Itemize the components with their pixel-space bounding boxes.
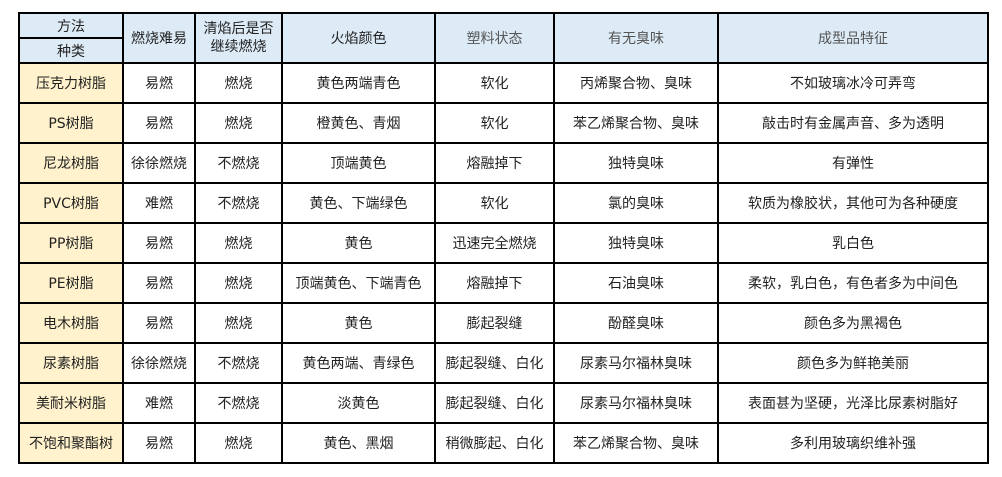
cell-continues-burning: 燃烧 <box>194 102 283 144</box>
header-col-0: 燃烧难易 <box>122 12 196 64</box>
cell-odor: 苯乙烯聚合物、臭味 <box>553 422 719 464</box>
cell-burn-ease: 难燃 <box>122 182 196 224</box>
cell-kind: PP树脂 <box>18 222 124 264</box>
cell-burn-ease: 易燃 <box>122 222 196 264</box>
cell-kind: 不饱和聚酯树 <box>18 422 124 464</box>
cell-flame-color: 顶端黄色 <box>281 142 436 184</box>
cell-odor: 尿素马尔福林臭味 <box>553 382 719 424</box>
cell-flame-color: 黄色两端、青绿色 <box>281 342 436 384</box>
cell-flame-color: 黄色 <box>281 222 436 264</box>
cell-plastic-state: 膨起裂缝 <box>434 302 555 344</box>
cell-flame-color: 黄色 <box>281 302 436 344</box>
header-col-4: 有无臭味 <box>553 12 719 64</box>
cell-kind: 压克力树脂 <box>18 62 124 104</box>
cell-kind: PS树脂 <box>18 102 124 144</box>
cell-plastic-state: 熔融掉下 <box>434 142 555 184</box>
cell-continues-burning: 不燃烧 <box>194 382 283 424</box>
cell-continues-burning: 燃烧 <box>194 222 283 264</box>
table-row: 尿素树脂 徐徐燃烧 不燃烧 黄色两端、青绿色 膨起裂缝、白化 尿素马尔福林臭味 颜色多为鲜艳… <box>18 342 989 384</box>
cell-plastic-state: 膨起裂缝、白化 <box>434 342 555 384</box>
table-row: PE树脂 易燃 燃烧 顶端黄色、下端青色 熔融掉下 石油臭味 柔软，乳白色，有色者多为中间色 <box>18 262 989 304</box>
header-method: 方法 <box>18 12 124 39</box>
cell-product-feature: 多利用玻璃织维补强 <box>717 422 989 464</box>
cell-continues-burning: 不燃烧 <box>194 182 283 224</box>
header-row: 方法 燃烧难易 清焰后是否继续燃烧 火焰颜色 塑料状态 有无臭味 成型品特征 <box>18 12 989 64</box>
table-row: PVC树脂 难燃 不燃烧 黄色、下端绿色 软化 氯的臭味 软质为橡胶状，其他可为各种硬度 <box>18 182 989 224</box>
cell-continues-burning: 燃烧 <box>194 262 283 304</box>
cell-odor: 石油臭味 <box>553 262 719 304</box>
cell-burn-ease: 徐徐燃烧 <box>122 142 196 184</box>
cell-kind: PVC树脂 <box>18 182 124 224</box>
header-col-5: 成型品特征 <box>717 12 989 64</box>
cell-burn-ease: 难燃 <box>122 382 196 424</box>
cell-odor: 丙烯聚合物、臭味 <box>553 62 719 104</box>
cell-plastic-state: 熔融掉下 <box>434 262 555 304</box>
cell-kind: 尿素树脂 <box>18 342 124 384</box>
cell-kind: 尼龙树脂 <box>18 142 124 184</box>
cell-continues-burning: 不燃烧 <box>194 342 283 384</box>
cell-product-feature: 不如玻璃冰冷可弄弯 <box>717 62 989 104</box>
table-row: PS树脂 易燃 燃烧 橙黄色、青烟 软化 苯乙烯聚合物、臭味 敲击时有金属声音、多为透明 <box>18 102 989 144</box>
cell-plastic-state: 迅速完全燃烧 <box>434 222 555 264</box>
cell-burn-ease: 易燃 <box>122 62 196 104</box>
header-row-2: 种类 <box>18 37 988 64</box>
cell-burn-ease: 易燃 <box>122 262 196 304</box>
cell-product-feature: 颜色多为鲜艳美丽 <box>717 342 989 384</box>
cell-continues-burning: 燃烧 <box>194 62 283 104</box>
cell-burn-ease: 易燃 <box>122 302 196 344</box>
cell-product-feature: 有弹性 <box>717 142 989 184</box>
header-col-3: 塑料状态 <box>434 12 555 64</box>
cell-plastic-state: 软化 <box>434 62 555 104</box>
cell-odor: 苯乙烯聚合物、臭味 <box>553 102 719 144</box>
cell-product-feature: 柔软，乳白色，有色者多为中间色 <box>717 262 989 304</box>
cell-burn-ease: 易燃 <box>122 102 196 144</box>
cell-flame-color: 橙黄色、青烟 <box>281 102 436 144</box>
cell-burn-ease: 徐徐燃烧 <box>122 342 196 384</box>
table-row: 不饱和聚酯树 易燃 燃烧 黄色、黑烟 稍微膨起、白化 苯乙烯聚合物、臭味 多利用玻璃织维补强 <box>18 422 989 464</box>
cell-product-feature: 表面甚为坚硬，光泽比尿素树脂好 <box>717 382 989 424</box>
cell-product-feature: 乳白色 <box>717 222 989 264</box>
cell-product-feature: 软质为橡胶状，其他可为各种硬度 <box>717 182 989 224</box>
cell-odor: 酚醛臭味 <box>553 302 719 344</box>
cell-product-feature: 敲击时有金属声音、多为透明 <box>717 102 989 144</box>
cell-burn-ease: 易燃 <box>122 422 196 464</box>
cell-flame-color: 黄色、黑烟 <box>281 422 436 464</box>
cell-odor: 独特臭味 <box>553 142 719 184</box>
cell-continues-burning: 燃烧 <box>194 302 283 344</box>
plastic-burning-test-table: 方法 燃烧难易 清焰后是否继续燃烧 火焰颜色 塑料状态 有无臭味 成型品特征 种… <box>18 12 989 464</box>
cell-odor: 氯的臭味 <box>553 182 719 224</box>
table-row: 美耐米树脂 难燃 不燃烧 淡黄色 膨起裂缝、白化 尿素马尔福林臭味 表面甚为坚硬，光泽比尿素… <box>18 382 989 424</box>
cell-kind: 美耐米树脂 <box>18 382 124 424</box>
table-row: PP树脂 易燃 燃烧 黄色 迅速完全燃烧 独特臭味 乳白色 <box>18 222 989 264</box>
cell-continues-burning: 不燃烧 <box>194 142 283 184</box>
cell-plastic-state: 软化 <box>434 182 555 224</box>
cell-odor: 独特臭味 <box>553 222 719 264</box>
cell-plastic-state: 膨起裂缝、白化 <box>434 382 555 424</box>
cell-plastic-state: 稍微膨起、白化 <box>434 422 555 464</box>
cell-flame-color: 黄色两端青色 <box>281 62 436 104</box>
header-col-1: 清焰后是否继续燃烧 <box>194 12 283 64</box>
cell-odor: 尿素马尔福林臭味 <box>553 342 719 384</box>
cell-flame-color: 黄色、下端绿色 <box>281 182 436 224</box>
cell-flame-color: 顶端黄色、下端青色 <box>281 262 436 304</box>
table-row: 电木树脂 易燃 燃烧 黄色 膨起裂缝 酚醛臭味 颜色多为黑褐色 <box>18 302 989 344</box>
table-row: 压克力树脂 易燃 燃烧 黄色两端青色 软化 丙烯聚合物、臭味 不如玻璃冰冷可弄弯 <box>18 62 989 104</box>
cell-plastic-state: 软化 <box>434 102 555 144</box>
cell-flame-color: 淡黄色 <box>281 382 436 424</box>
cell-product-feature: 颜色多为黑褐色 <box>717 302 989 344</box>
cell-continues-burning: 燃烧 <box>194 422 283 464</box>
header-col-2: 火焰颜色 <box>281 12 436 64</box>
cell-kind: PE树脂 <box>18 262 124 304</box>
cell-kind: 电木树脂 <box>18 302 124 344</box>
header-kind: 种类 <box>18 37 124 64</box>
table-row: 尼龙树脂 徐徐燃烧 不燃烧 顶端黄色 熔融掉下 独特臭味 有弹性 <box>18 142 989 184</box>
